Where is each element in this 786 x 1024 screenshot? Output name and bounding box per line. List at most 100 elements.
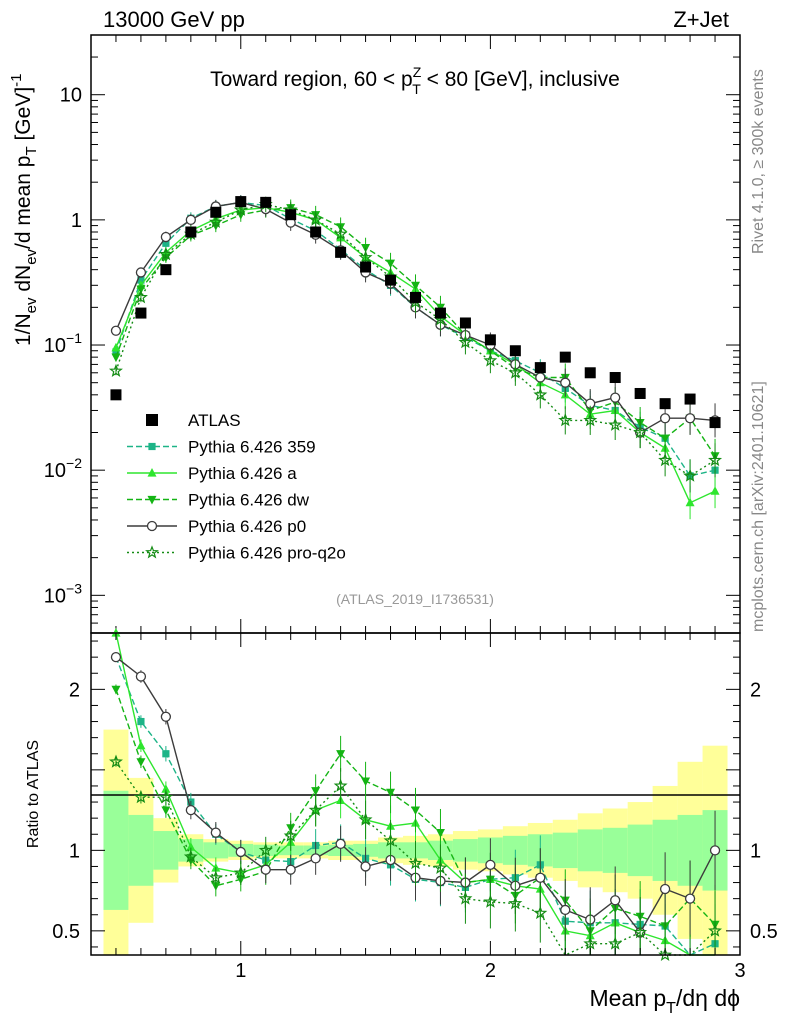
data-point-atlas xyxy=(410,291,421,303)
point-spro xyxy=(658,452,673,467)
legend-marker-s359 xyxy=(148,442,156,451)
ratio-point-spro xyxy=(108,754,123,768)
data-point-atlas xyxy=(534,362,546,374)
ratio-y-tick-label-right: 1 xyxy=(750,840,761,862)
ratio-point-sdw xyxy=(136,758,146,767)
legend-marker-atlas xyxy=(146,414,158,426)
ratio-point-sp0 xyxy=(235,846,246,858)
y-tick-label: 10−3 xyxy=(44,580,82,607)
data-point-atlas xyxy=(484,334,496,346)
ratio-point-spro xyxy=(183,849,198,863)
data-point-atlas xyxy=(559,351,571,363)
legend-marker-sp0 xyxy=(146,520,158,532)
uncertainty-band-inner xyxy=(602,827,628,873)
ratio-y-tick-label: 1 xyxy=(69,840,80,862)
analysis-label: (ATLAS_2019_I1736531) xyxy=(336,591,494,607)
point-spro xyxy=(708,452,723,467)
ratio-point-sp0 xyxy=(210,827,221,838)
point-sdw xyxy=(136,285,146,295)
legend-label-sdw: Pythia 6.426 dw xyxy=(188,491,310,510)
point-spro xyxy=(333,226,348,241)
ratio-y-tick-label: 2 xyxy=(69,679,80,701)
data-point-atlas xyxy=(235,196,247,208)
data-point-atlas xyxy=(659,398,671,410)
data-point-atlas xyxy=(160,264,172,276)
uncertainty-band-inner xyxy=(203,842,229,859)
main-data-layer xyxy=(110,196,721,429)
ratio-point-sp0 xyxy=(185,804,196,816)
ratio-point-sp0 xyxy=(535,872,546,883)
ratio-point-sa xyxy=(186,842,196,851)
ratio-point-spro xyxy=(208,870,223,884)
data-point-atlas xyxy=(110,389,122,401)
point-spro xyxy=(483,353,498,367)
point-sp0 xyxy=(659,413,671,424)
series-line-spro xyxy=(115,203,716,477)
ratio-point-sp0 xyxy=(135,671,147,682)
ratio-point-spro xyxy=(458,891,473,905)
ratio-point-spro xyxy=(333,778,348,792)
point-s359 xyxy=(137,276,145,284)
ratio-y-tick-label-right: 2 xyxy=(750,679,761,701)
ratio-point-sp0 xyxy=(260,864,271,875)
ratio-point-spro xyxy=(708,923,723,937)
point-sa xyxy=(685,497,695,507)
ratio-point-sp0 xyxy=(560,904,571,916)
data-point-atlas xyxy=(385,274,397,286)
data-point-atlas xyxy=(260,196,272,208)
data-point-atlas xyxy=(135,307,147,319)
point-spro xyxy=(683,468,698,482)
ratio-point-sp0 xyxy=(610,895,621,906)
point-spro xyxy=(134,290,148,304)
ratio-point-spro xyxy=(383,833,398,847)
point-spro xyxy=(508,365,523,379)
ratio-point-sp0 xyxy=(110,652,122,663)
ratio-point-spro xyxy=(308,802,323,817)
data-point-atlas xyxy=(210,206,222,218)
point-spro xyxy=(633,425,648,439)
ratio-xlabel: Mean pT/dη dϕ xyxy=(589,985,740,1017)
point-spro xyxy=(358,250,373,264)
series-line-s359 xyxy=(115,201,716,477)
point-spro xyxy=(608,417,623,431)
x-tick-label: 1 xyxy=(235,960,246,982)
ratio-point-sdw xyxy=(386,788,396,798)
legend-label-spro: Pythia 6.426 pro-q2o xyxy=(188,544,346,563)
point-sp0 xyxy=(610,392,621,403)
point-spro xyxy=(158,246,173,261)
ratio-point-sdw xyxy=(435,829,445,838)
point-sdw xyxy=(386,259,396,269)
data-point-atlas xyxy=(584,367,596,379)
data-point-atlas xyxy=(185,226,197,238)
data-point-atlas xyxy=(459,317,471,329)
ratio-series-layer xyxy=(108,628,723,961)
uncertainty-band-inner xyxy=(552,832,578,869)
main-panel: 10 1 10−1 10−2 10−3 Toward region, 60 < pZ T … xyxy=(8,34,741,634)
ratio-y-tick-label-right: 0.5 xyxy=(750,921,778,943)
point-spro xyxy=(308,212,323,226)
ratio-point-spro xyxy=(583,936,598,950)
mcplots-label: mcplots.cern.ch [arXiv:2401.10621] xyxy=(750,381,767,632)
ratio-point-spro xyxy=(158,789,173,804)
ratio-point-spro xyxy=(483,894,498,908)
data-point-atlas xyxy=(609,372,621,384)
ratio-point-sp0 xyxy=(684,893,696,904)
ratio-point-spro xyxy=(134,789,148,804)
ratio-point-spro xyxy=(408,855,423,870)
legend-marker-spro xyxy=(145,545,159,559)
point-sp0 xyxy=(185,214,196,226)
point-sp0 xyxy=(684,413,696,424)
uncertainty-band-inner xyxy=(627,824,653,877)
ratio-point-sp0 xyxy=(709,845,721,856)
data-point-atlas xyxy=(360,261,372,273)
ratio-point-spro xyxy=(633,925,648,939)
ratio-point-sdw xyxy=(111,685,121,695)
data-point-atlas xyxy=(335,246,347,258)
legend-marker-sdw xyxy=(147,495,157,505)
point-spro xyxy=(208,214,223,229)
y-tick-label: 10−2 xyxy=(44,455,82,482)
uncertainty-band-inner xyxy=(103,790,129,910)
ratio-ticks: 2 2 1 1 0.5 0.5 1 2 3 xyxy=(52,633,778,982)
point-sp0 xyxy=(110,325,122,336)
ratio-point-sp0 xyxy=(659,883,671,895)
